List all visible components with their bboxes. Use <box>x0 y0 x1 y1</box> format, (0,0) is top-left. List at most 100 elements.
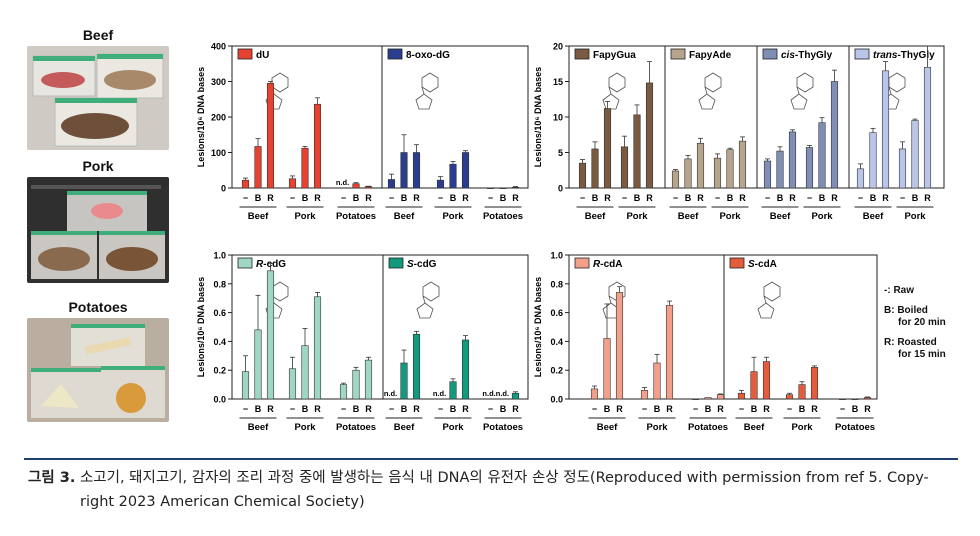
panel-s-cdg: S-cdG− B Rn.d.Beef− B Rn.d.Pork− B Rn.d.n.d.Po… <box>384 257 523 433</box>
bar <box>412 152 421 189</box>
bar <box>499 187 507 189</box>
food-label: Potatoes <box>336 211 376 222</box>
ring <box>608 72 626 93</box>
bar <box>645 82 654 189</box>
bond <box>422 295 426 304</box>
bar <box>364 359 373 400</box>
bar <box>762 361 771 400</box>
bar <box>511 186 520 189</box>
y-tick-label: 0.0 <box>550 395 563 405</box>
bar <box>716 394 725 400</box>
legend-label: dU <box>256 50 269 61</box>
treatment-label: B <box>401 404 408 414</box>
bar <box>241 371 250 400</box>
photo-label-potatoes: Potatoes <box>68 299 128 315</box>
bar <box>863 397 872 400</box>
bar <box>805 147 814 189</box>
treatment-label: B <box>353 193 360 203</box>
treatment-label: − <box>900 193 905 203</box>
plot-frame <box>231 254 529 400</box>
bar <box>788 131 797 189</box>
food-label: Beef <box>394 422 415 433</box>
y-tick-label: 0.4 <box>550 337 563 347</box>
legend-label-suffix: -cdG <box>263 259 286 270</box>
legend-label: R-cdG <box>256 259 286 270</box>
food-label: Potatoes <box>483 211 523 222</box>
y-tick-label: 0.6 <box>213 308 226 318</box>
legend-label-suffix: -cdA <box>600 259 622 270</box>
legend-label-suffix: -ThyGly <box>795 50 833 61</box>
sugar-ring <box>698 93 716 110</box>
food-label: Pork <box>442 422 464 433</box>
caption-line-1: 소고기, 돼지고기, 감자의 조리 과정 중에 발생하는 음식 내 DNA의 유… <box>79 470 929 486</box>
molecule-structure-icon <box>790 72 814 110</box>
y-axis-label: Lesions/10⁶ DNA bases <box>533 277 543 377</box>
bar <box>603 338 611 400</box>
bar <box>339 384 348 400</box>
bar <box>750 371 758 400</box>
y-axis-label: Lesions/10⁶ DNA bases <box>533 67 543 167</box>
treatment-key: -: Raw B: Boiled for 20 min R: Roasted for… <box>884 285 946 369</box>
bar <box>436 179 445 189</box>
treatment-label: B <box>751 404 758 414</box>
bar <box>449 163 457 189</box>
treatment-label: − <box>739 404 744 414</box>
molecule-structure-icon <box>416 281 440 319</box>
bond <box>704 86 708 95</box>
treatment-label: B <box>654 404 661 414</box>
treatment-label: R <box>314 193 321 203</box>
bar <box>911 120 919 189</box>
bar <box>851 398 859 400</box>
legend-swatch <box>388 257 404 269</box>
potatoes-photo <box>27 318 169 422</box>
treatment-label: − <box>787 404 792 414</box>
bar <box>486 187 495 189</box>
legend-label: cis-ThyGly <box>781 50 833 61</box>
treatment-label: B <box>592 193 599 203</box>
bar <box>461 339 470 400</box>
legend-label-prefix: S <box>407 259 414 270</box>
molecule-structure-icon <box>415 72 439 110</box>
bond <box>763 295 767 304</box>
bar <box>665 305 674 400</box>
bar <box>449 381 457 400</box>
treatment-label: − <box>438 193 443 203</box>
treatment-label: − <box>290 404 295 414</box>
treatment-label: − <box>341 404 346 414</box>
treatment-label: R <box>365 193 372 203</box>
caption-divider <box>24 458 958 460</box>
treatment-label: B <box>302 193 309 203</box>
treatment-label: B <box>450 404 457 414</box>
treatment-label: R <box>864 404 871 414</box>
legend-label-suffix: -cdA <box>755 259 777 270</box>
bar <box>387 179 396 189</box>
bar <box>818 122 826 189</box>
bar <box>241 179 250 189</box>
bar <box>671 170 680 189</box>
key-boiled-duration: for 20 min <box>898 317 946 328</box>
bar <box>266 270 275 400</box>
bar <box>288 178 297 189</box>
legend-swatch <box>387 48 403 60</box>
plot-frame <box>568 254 878 400</box>
y-tick-label: 0.4 <box>213 337 226 347</box>
bar <box>301 147 309 189</box>
treatment-label: B <box>255 193 262 203</box>
bar <box>578 162 587 189</box>
food-label: Beef <box>394 211 415 222</box>
food-label: Beef <box>863 211 884 222</box>
treatment-label: R <box>697 193 704 203</box>
bar <box>838 398 847 400</box>
bar <box>653 362 661 400</box>
bar <box>620 146 629 189</box>
bar <box>412 333 421 400</box>
y-tick-label: 10 <box>553 113 563 123</box>
ring <box>422 281 440 302</box>
